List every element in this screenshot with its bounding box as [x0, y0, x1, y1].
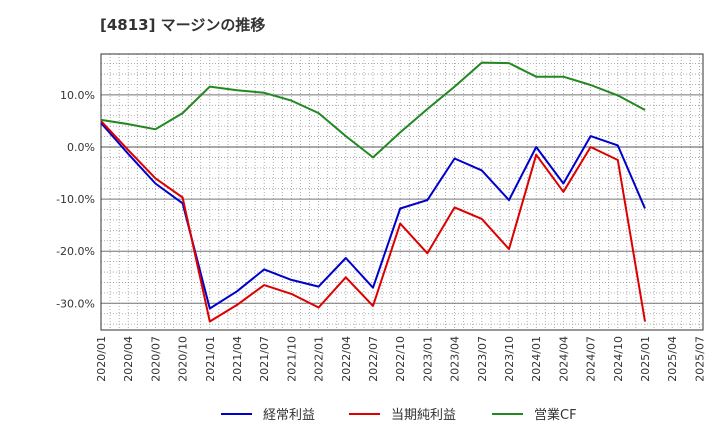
chart-title: [4813] マージンの推移	[100, 16, 266, 34]
x-tick-label: 2024/07	[585, 336, 598, 382]
x-tick-label: 2022/07	[367, 336, 380, 382]
x-tick-label: 2023/07	[476, 336, 489, 382]
y-tick-label: -20.0%	[56, 245, 95, 258]
x-tick-label: 2023/10	[503, 336, 516, 382]
x-tick-label: 2024/04	[557, 336, 570, 382]
series-line-3	[100, 61, 646, 159]
x-tick-label: 2022/10	[394, 336, 407, 382]
x-tick-label: 2024/01	[530, 336, 543, 382]
legend-label: 経常利益	[263, 408, 315, 423]
y-tick-label: -10.0%	[56, 193, 95, 206]
x-tick-label: 2020/07	[149, 336, 162, 382]
x-tick-label: 2025/04	[666, 336, 679, 382]
x-tick-label: 2021/01	[204, 336, 217, 382]
x-tick-label: 2021/07	[258, 336, 271, 382]
y-tick-label: -30.0%	[56, 297, 95, 310]
x-tick-label: 2021/10	[285, 336, 298, 382]
series-line-2	[100, 120, 646, 323]
x-tick-label: 2022/01	[313, 336, 326, 382]
x-tick-label: 2020/01	[95, 336, 108, 382]
x-tick-label: 2023/04	[449, 336, 462, 382]
x-tick-label: 2020/04	[122, 336, 135, 382]
legend-label: 当期純利益	[391, 408, 456, 423]
y-tick-label: 10.0%	[60, 89, 95, 102]
plot-area	[100, 53, 704, 331]
x-tick-label: 2022/04	[340, 336, 353, 382]
x-tick-label: 2025/01	[639, 336, 652, 382]
x-tick-label: 2020/10	[177, 336, 190, 382]
x-tick-label: 2023/01	[421, 336, 434, 382]
x-tick-label: 2025/07	[693, 336, 706, 382]
x-tick-label: 2024/10	[612, 336, 625, 382]
plot-frame	[100, 53, 704, 331]
y-tick-label: 0.0%	[67, 141, 95, 154]
x-tick-label: 2021/04	[231, 336, 244, 382]
legend-label: 営業CF	[534, 407, 577, 423]
